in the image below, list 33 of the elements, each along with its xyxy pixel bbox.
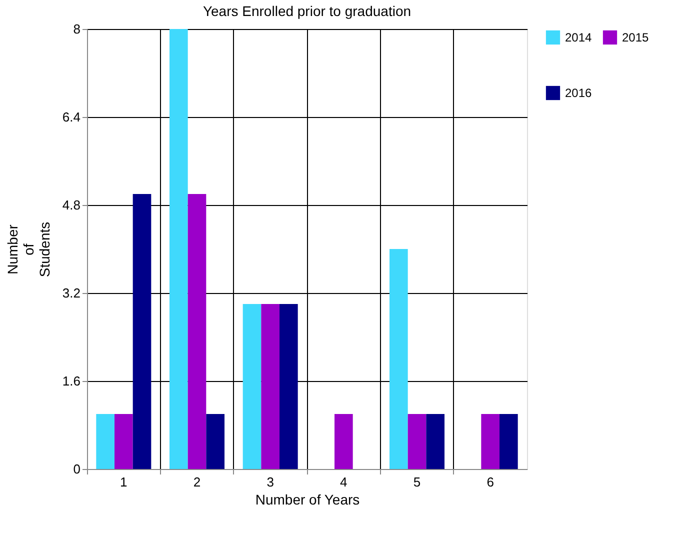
bar [408, 414, 426, 469]
bar [242, 304, 262, 469]
chart-title: Years Enrolled prior to graduation [202, 3, 412, 19]
bar [390, 249, 408, 469]
bar [261, 304, 280, 469]
x-tick-label: 1 [120, 474, 128, 490]
bar [334, 414, 353, 469]
bar [96, 414, 114, 469]
y-tick-label: 0 [73, 462, 80, 476]
x-tick-label: 2 [193, 474, 201, 490]
x-tick-label: 3 [266, 474, 274, 490]
bar [132, 194, 152, 469]
x-axis-title: Number of Years [255, 492, 360, 508]
bar [188, 194, 206, 469]
bar [500, 414, 518, 469]
y-tick-label: 3.2 [62, 286, 80, 300]
bar [206, 414, 224, 469]
x-tick-label: 5 [413, 474, 421, 490]
y-tick-label: 1.6 [62, 374, 80, 388]
legend-label: 2016 [565, 86, 592, 100]
bar [114, 414, 133, 469]
x-tick-label: 4 [340, 474, 348, 490]
y-tick-label: 4.8 [62, 198, 80, 212]
bar [280, 304, 298, 469]
bar [481, 414, 500, 469]
y-tick-label: 8 [73, 22, 80, 36]
x-tick-label: 6 [486, 474, 494, 490]
legend-label: 2014 [565, 30, 592, 44]
bar [170, 29, 188, 469]
legend-label: 2015 [622, 30, 650, 44]
y-axis-title: Number of Students [4, 222, 52, 278]
bar [426, 414, 444, 469]
y-tick-label: 6.4 [62, 110, 80, 124]
